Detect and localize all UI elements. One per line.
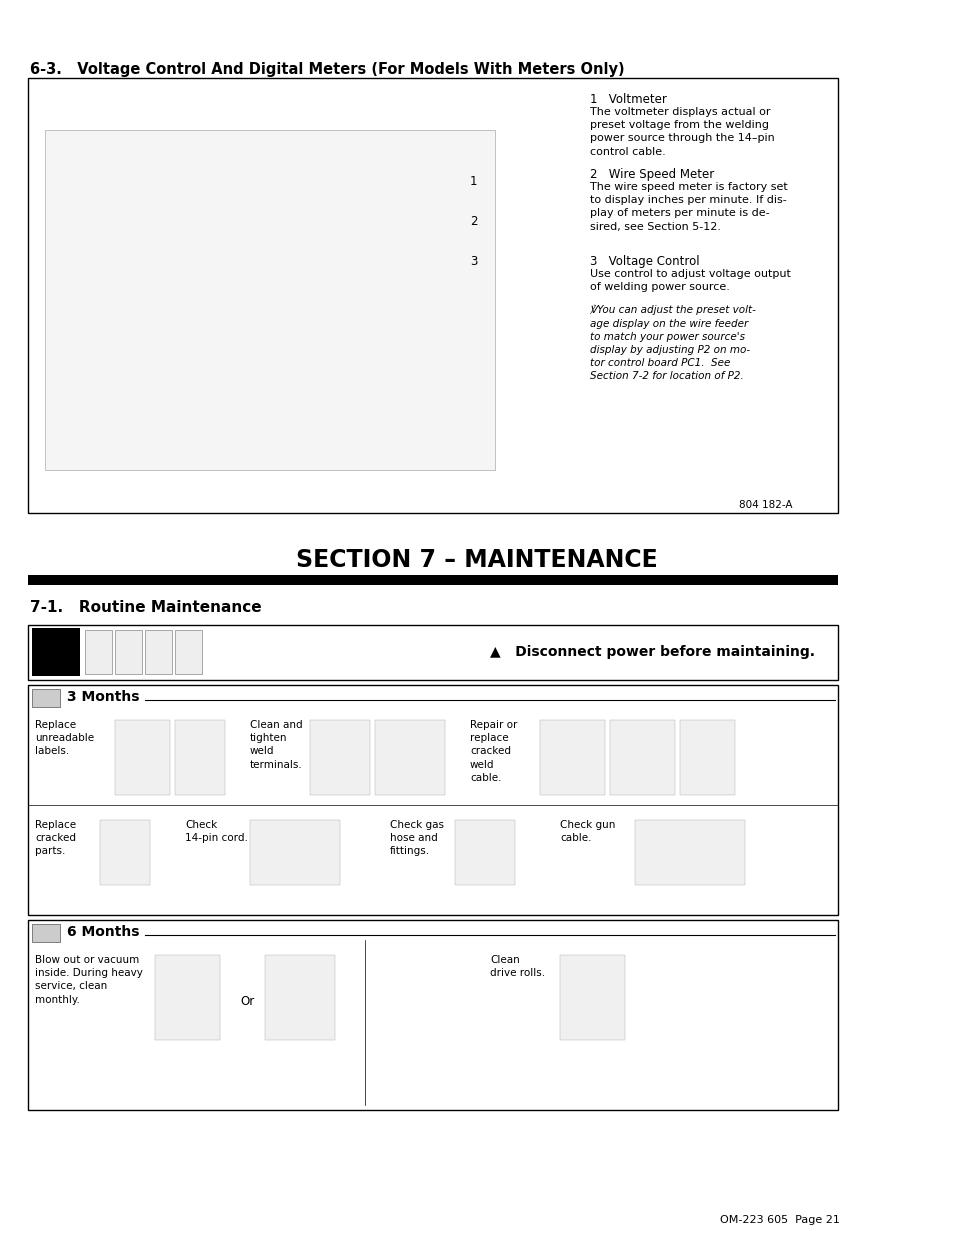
Text: ▲   Disconnect power before maintaining.: ▲ Disconnect power before maintaining. [490,645,814,659]
Bar [375,720,444,795]
Bar [85,630,112,674]
Bar [32,689,60,706]
Text: ℣You can adjust the preset volt-
age display on the wire feeder
to match your po: ℣You can adjust the preset volt- age dis… [589,305,755,382]
Bar [28,78,837,513]
Bar [154,955,220,1040]
Bar [115,720,170,795]
Text: Clean
drive rolls.: Clean drive rolls. [490,955,544,978]
Text: The voltmeter displays actual or
preset voltage from the welding
power source th: The voltmeter displays actual or preset … [589,107,774,157]
Text: Or: Or [240,995,254,1008]
Bar [28,920,837,1110]
Text: 3   Voltage Control: 3 Voltage Control [589,254,699,268]
Text: Check gun
cable.: Check gun cable. [559,820,615,844]
Text: 804 182-A: 804 182-A [739,500,792,510]
Text: OM-223 605  Page 21: OM-223 605 Page 21 [720,1215,840,1225]
Bar [609,720,675,795]
Bar [679,720,734,795]
Text: 6-3.   Voltage Control And Digital Meters (For Models With Meters Only): 6-3. Voltage Control And Digital Meters … [30,62,624,77]
Bar [174,720,225,795]
Text: Blow out or vacuum
inside. During heavy
service, clean
monthly.: Blow out or vacuum inside. During heavy … [35,955,143,1004]
Text: 1   Voltmeter: 1 Voltmeter [589,93,666,106]
Bar [635,820,744,885]
Text: Repair or
replace
cracked
weld
cable.: Repair or replace cracked weld cable. [470,720,517,783]
Bar [28,625,837,680]
Bar [115,630,142,674]
Text: Replace
unreadable
labels.: Replace unreadable labels. [35,720,94,756]
Bar [455,820,515,885]
Bar [539,720,604,795]
Bar [28,576,837,585]
Text: Use control to adjust voltage output
of welding power source.: Use control to adjust voltage output of … [589,269,790,293]
Text: 3 Months: 3 Months [67,690,139,704]
Bar [45,130,495,471]
Bar [174,630,202,674]
Text: 2: 2 [470,215,477,228]
Bar [265,955,335,1040]
Text: Clean and
tighten
weld
terminals.: Clean and tighten weld terminals. [250,720,302,769]
Bar [559,955,624,1040]
Bar [310,720,370,795]
Text: The wire speed meter is factory set
to display inches per minute. If dis-
play o: The wire speed meter is factory set to d… [589,182,787,232]
Text: 3: 3 [470,254,476,268]
Text: 2   Wire Speed Meter: 2 Wire Speed Meter [589,168,714,182]
Text: 7-1.   Routine Maintenance: 7-1. Routine Maintenance [30,600,261,615]
Bar [100,820,150,885]
Bar [250,820,339,885]
Text: SECTION 7 – MAINTENANCE: SECTION 7 – MAINTENANCE [295,548,658,572]
Bar [32,924,60,942]
Text: 1: 1 [470,175,477,188]
Text: 6 Months: 6 Months [67,925,139,939]
Bar [145,630,172,674]
Text: Replace
cracked
parts.: Replace cracked parts. [35,820,76,856]
Bar [28,685,837,915]
Text: Check gas
hose and
fittings.: Check gas hose and fittings. [390,820,443,856]
Text: Check
14-pin cord.: Check 14-pin cord. [185,820,248,844]
Bar [32,629,80,676]
